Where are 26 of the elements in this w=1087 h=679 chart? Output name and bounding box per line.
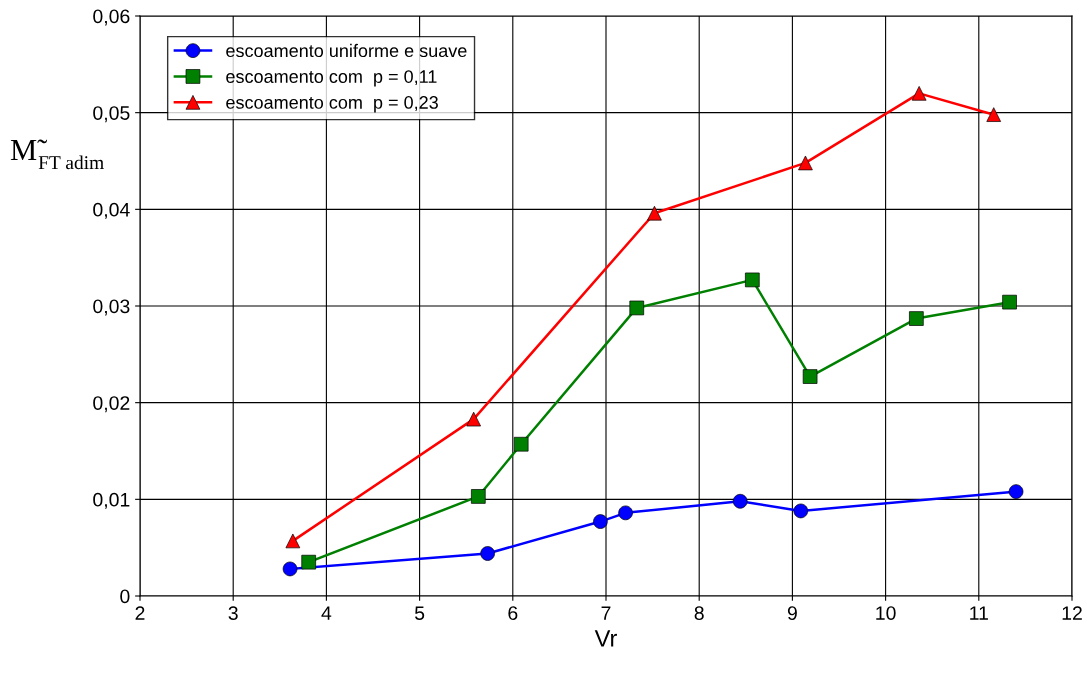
y-tick-label: 0,01 bbox=[93, 492, 130, 509]
point bbox=[629, 300, 645, 316]
point bbox=[802, 369, 818, 384]
legend-label: escoamento uniforme e suave bbox=[226, 43, 467, 58]
x-tick-label: 7 bbox=[601, 606, 611, 620]
y-tick-label: 0,02 bbox=[93, 396, 130, 413]
y-tick-label: 0 bbox=[120, 589, 130, 604]
x-tick-label: 9 bbox=[787, 606, 797, 620]
legend-label: escoamento com p = 0,11 bbox=[226, 70, 437, 87]
x-tick-label: 12 bbox=[1062, 606, 1082, 620]
x-axis-title: Vr bbox=[594, 630, 617, 647]
x-tick-label: 10 bbox=[876, 606, 896, 620]
x-tick-label: 5 bbox=[414, 606, 425, 620]
legend-label: escoamento com p = 0,23 bbox=[226, 96, 438, 113]
point bbox=[909, 311, 924, 326]
x-tick-label: 2 bbox=[135, 606, 145, 620]
x-tick-label: 4 bbox=[321, 606, 332, 620]
y-tick-label: 0,05 bbox=[93, 106, 130, 123]
point bbox=[301, 554, 316, 570]
y-tick-label: 0,06 bbox=[93, 9, 130, 26]
x-tick-label: 8 bbox=[694, 606, 704, 620]
x-tick-label: 3 bbox=[228, 606, 238, 620]
x-tick-label: 6 bbox=[508, 606, 518, 620]
y-tick-label: 0,04 bbox=[93, 202, 130, 219]
y-tick-label: 0,03 bbox=[93, 299, 130, 316]
x-tick-label: 11 bbox=[970, 606, 988, 620]
